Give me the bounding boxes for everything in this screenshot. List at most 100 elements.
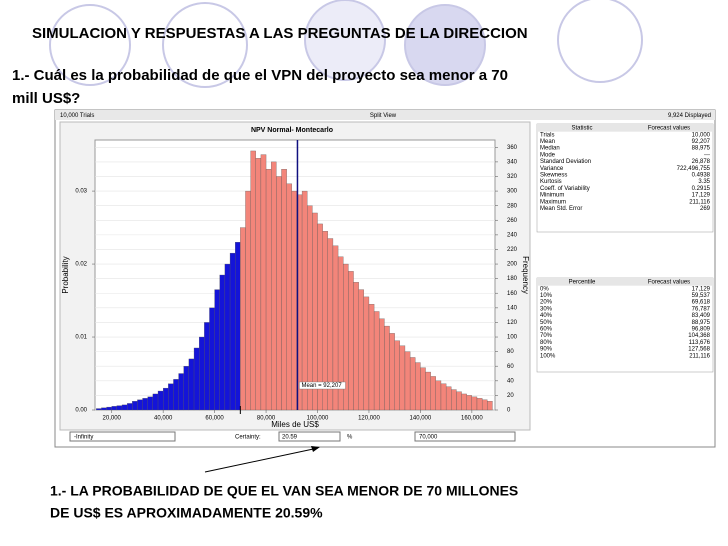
bar xyxy=(173,379,179,411)
bar xyxy=(384,325,390,411)
row-label: Trials xyxy=(540,132,554,138)
certainty-box[interactable] xyxy=(278,431,341,442)
row-value: 269 xyxy=(700,206,711,212)
y-tick-label: 360 xyxy=(507,145,518,151)
y-tick-label: 140 xyxy=(507,305,518,311)
bar xyxy=(121,404,128,411)
row-label: 70% xyxy=(540,333,553,339)
row-label: Kurtosis xyxy=(540,179,562,185)
x-tick-label: 40,000 xyxy=(154,416,173,422)
row-label: 30% xyxy=(540,306,553,312)
bar xyxy=(389,333,395,411)
bar xyxy=(476,398,483,411)
bar xyxy=(312,212,318,411)
row-label: 80% xyxy=(540,340,553,346)
bar xyxy=(224,263,231,411)
y-tick-label: 80 xyxy=(507,349,514,355)
bar xyxy=(291,190,298,411)
bar xyxy=(132,401,138,411)
x-tick-label: 80,000 xyxy=(257,416,276,422)
bar xyxy=(307,205,313,411)
row-value: 96,809 xyxy=(692,326,711,332)
bar xyxy=(142,398,148,411)
y-tick-label: 280 xyxy=(507,203,518,209)
y-tick-label: 120 xyxy=(507,320,518,326)
y-axis-label: Frequency xyxy=(521,256,530,294)
row-value: 113,676 xyxy=(689,340,711,346)
bar xyxy=(157,390,164,411)
row-value: 88,975 xyxy=(692,320,711,326)
row-value: 17,129 xyxy=(692,193,711,199)
y-tick-label: 160 xyxy=(507,291,518,297)
bar xyxy=(425,371,431,411)
chart-title: NPV Normal- Montecarlo xyxy=(251,127,333,134)
lower-box[interactable] xyxy=(69,431,176,442)
bar xyxy=(415,362,421,411)
row-value: 127,568 xyxy=(688,347,710,353)
upper-box[interactable] xyxy=(414,431,516,442)
bar xyxy=(440,383,447,411)
certainty-unit: % xyxy=(347,435,353,441)
bar xyxy=(137,399,143,411)
bar xyxy=(163,387,169,411)
y-tick-label: 40 xyxy=(507,378,514,384)
y-tick-label: 20 xyxy=(507,393,514,399)
bar xyxy=(147,396,154,411)
y-tick-label: 180 xyxy=(507,276,518,282)
header-cell: Percentile xyxy=(569,280,596,286)
y2-tick-label: 0.01 xyxy=(75,335,87,341)
bar xyxy=(301,190,308,411)
y-tick-label: 220 xyxy=(507,247,518,253)
row-label: Coeff. of Variability xyxy=(540,186,590,192)
bar xyxy=(96,408,102,411)
bar xyxy=(404,351,411,411)
bar xyxy=(466,395,472,411)
row-value: 0.4938 xyxy=(692,172,711,178)
arrow-head xyxy=(311,446,320,452)
y-tick-label: 60 xyxy=(507,364,514,370)
bar xyxy=(358,289,364,411)
bar xyxy=(127,403,133,411)
bar xyxy=(188,358,195,411)
bar xyxy=(363,296,370,411)
row-label: Mean Std. Error xyxy=(540,206,582,212)
upper-value: 70,000 xyxy=(419,435,438,441)
bar xyxy=(420,367,426,411)
y-tick-label: 200 xyxy=(507,262,518,268)
row-label: Maximum xyxy=(540,199,566,205)
y-tick-label: 340 xyxy=(507,159,518,165)
bar xyxy=(219,274,226,411)
bar xyxy=(265,169,272,411)
row-value: 0.2915 xyxy=(692,186,711,192)
y2-tick-label: 0.03 xyxy=(75,189,87,195)
bar xyxy=(199,336,205,411)
x-tick-label: 100,000 xyxy=(307,416,329,422)
y-tick-label: 300 xyxy=(507,189,518,195)
row-value: 83,409 xyxy=(692,313,711,319)
bar xyxy=(183,366,190,411)
row-value: 59,537 xyxy=(692,293,711,299)
x-tick-label: 160,000 xyxy=(461,416,483,422)
bar xyxy=(461,393,467,411)
bar xyxy=(451,389,457,411)
row-value: 69,618 xyxy=(692,300,711,306)
bar xyxy=(276,176,282,411)
row-value: 211,116 xyxy=(689,353,710,359)
row-label: 40% xyxy=(540,313,553,319)
bar xyxy=(193,347,200,411)
row-label: 20% xyxy=(540,300,553,306)
x-tick-label: 140,000 xyxy=(410,416,432,422)
bar xyxy=(152,393,159,411)
bar xyxy=(245,190,251,411)
arrow xyxy=(204,447,319,473)
row-value: 26,878 xyxy=(692,159,711,165)
bar xyxy=(281,169,287,411)
row-label: Skewness xyxy=(540,172,567,178)
row-label: Standard Deviation xyxy=(540,159,591,165)
bar xyxy=(353,282,359,411)
row-label: Mode xyxy=(540,152,556,158)
bar xyxy=(409,357,416,411)
bar xyxy=(394,340,400,411)
bar xyxy=(348,271,354,411)
